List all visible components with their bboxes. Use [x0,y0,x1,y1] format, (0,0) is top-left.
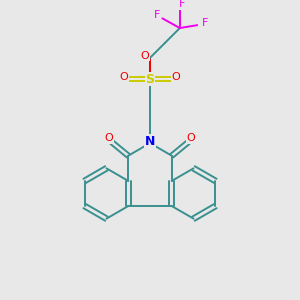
Text: O: O [119,72,128,82]
Text: F: F [154,11,161,20]
Text: F: F [178,0,185,9]
Text: O: O [172,72,181,82]
Text: O: O [141,51,149,61]
Text: O: O [187,133,196,143]
Text: O: O [104,133,113,143]
Text: N: N [145,135,155,148]
Text: F: F [202,18,208,28]
Text: S: S [146,73,154,86]
